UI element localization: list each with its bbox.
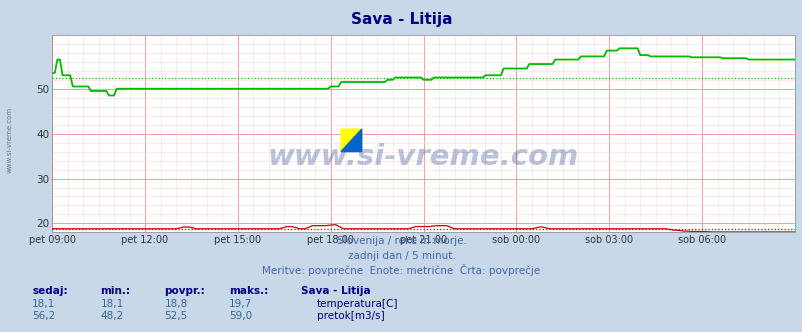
Text: 59,0: 59,0 (229, 311, 252, 321)
Polygon shape (341, 129, 361, 152)
Text: maks.:: maks.: (229, 286, 268, 296)
Text: 56,2: 56,2 (32, 311, 55, 321)
Text: Slovenija / reke in morje.: Slovenija / reke in morje. (336, 236, 466, 246)
Text: Sava - Litija: Sava - Litija (301, 286, 371, 296)
Text: 18,1: 18,1 (100, 299, 124, 309)
Text: 48,2: 48,2 (100, 311, 124, 321)
Text: Meritve: povprečne  Enote: metrične  Črta: povprečje: Meritve: povprečne Enote: metrične Črta:… (262, 264, 540, 276)
Text: www.si-vreme.com: www.si-vreme.com (6, 106, 12, 173)
Text: Sava - Litija: Sava - Litija (350, 12, 452, 27)
Text: 52,5: 52,5 (164, 311, 188, 321)
Polygon shape (341, 129, 361, 152)
Text: zadnji dan / 5 minut.: zadnji dan / 5 minut. (347, 251, 455, 261)
Text: temperatura[C]: temperatura[C] (317, 299, 398, 309)
Text: min.:: min.: (100, 286, 130, 296)
Text: 19,7: 19,7 (229, 299, 252, 309)
Text: pretok[m3/s]: pretok[m3/s] (317, 311, 384, 321)
Text: sedaj:: sedaj: (32, 286, 67, 296)
Text: www.si-vreme.com: www.si-vreme.com (268, 143, 578, 171)
Text: 18,8: 18,8 (164, 299, 188, 309)
Text: povpr.:: povpr.: (164, 286, 205, 296)
Text: 18,1: 18,1 (32, 299, 55, 309)
